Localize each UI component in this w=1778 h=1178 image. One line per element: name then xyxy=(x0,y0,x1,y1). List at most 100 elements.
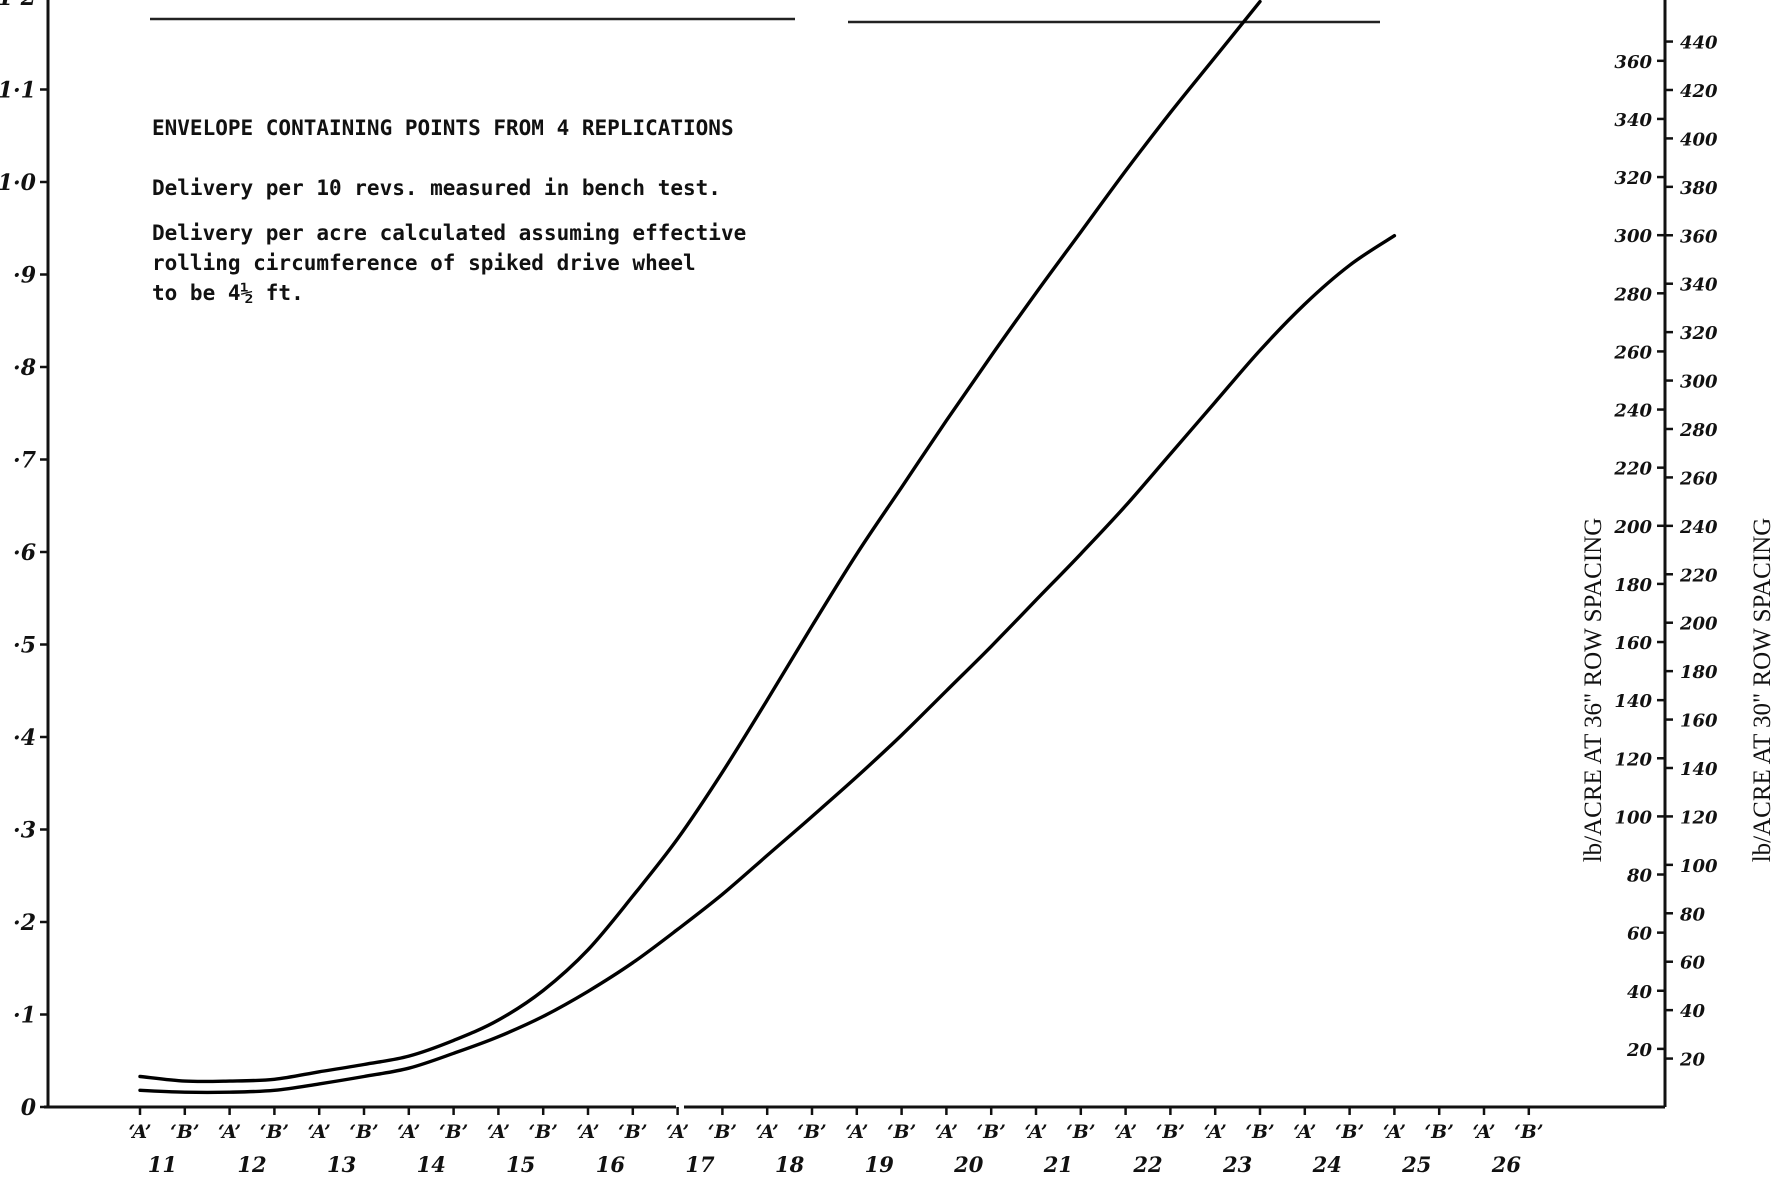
right-36-tick-label: 220 xyxy=(1613,459,1652,480)
right-30-tick-label: 80 xyxy=(1679,904,1706,925)
x-setting-label: 18 xyxy=(775,1152,805,1177)
right-36-tick-label: 260 xyxy=(1613,342,1652,363)
x-setting-label: 21 xyxy=(1043,1152,1073,1177)
x-setting-label: 26 xyxy=(1491,1152,1522,1177)
left-tick-label: 0 xyxy=(21,1095,37,1121)
x-position-label: ‘B’ xyxy=(618,1121,647,1143)
right-36-tick-label: 340 xyxy=(1614,110,1652,131)
right-36-tick-label: 120 xyxy=(1614,749,1652,770)
right-axis-30-ticks xyxy=(1665,40,1673,1060)
x-axis-ticks xyxy=(138,1107,1531,1115)
x-position-label: ‘A’ xyxy=(935,1121,958,1143)
x-position-label: ‘B’ xyxy=(439,1121,468,1143)
x-position-label: ‘A’ xyxy=(1472,1121,1495,1143)
x-position-label: ‘B’ xyxy=(529,1121,558,1143)
x-setting-label: 24 xyxy=(1312,1152,1342,1177)
note-acre-calc-2: rolling circumference of spiked drive wh… xyxy=(152,251,696,275)
x-setting-label: 14 xyxy=(417,1152,446,1177)
right-36-tick-label: 40 xyxy=(1627,982,1653,1003)
x-position-label: ‘A’ xyxy=(1383,1121,1406,1143)
right-30-tick-label: 440 xyxy=(1680,33,1718,54)
left-tick-label: ·7 xyxy=(13,448,37,474)
right-axis-36-ticks xyxy=(1657,59,1665,1051)
note-acre-calc-3: to be 4½ ft. xyxy=(152,281,304,305)
left-tick-label: ·4 xyxy=(13,725,36,751)
right-30-tick-label: 320 xyxy=(1680,323,1718,344)
x-position-label: ‘A’ xyxy=(756,1121,779,1143)
x-position-label: ‘A’ xyxy=(576,1121,599,1143)
x-position-label: ‘A’ xyxy=(1204,1121,1227,1143)
x-position-label: ‘A’ xyxy=(1114,1121,1137,1143)
left-tick-label: ·9 xyxy=(13,263,36,289)
right-36-tick-label: 360 xyxy=(1614,52,1652,73)
x-position-label: ‘A’ xyxy=(845,1121,868,1143)
x-position-label: ‘B’ xyxy=(1514,1121,1543,1143)
right-36-tick-label: 320 xyxy=(1614,168,1652,189)
upper-envelope-line xyxy=(138,0,1262,1084)
right-36-tick-label: 180 xyxy=(1614,575,1652,596)
right-36-tick-label: 240 xyxy=(1613,401,1652,422)
x-position-label: ‘A’ xyxy=(666,1121,689,1143)
x-position-label: ‘B’ xyxy=(170,1121,199,1143)
left-tick-label: ·8 xyxy=(13,355,36,381)
x-position-label: ‘A’ xyxy=(487,1121,510,1143)
right-axis-30-title: lb/ACRE AT 30" ROW SPACING xyxy=(1749,518,1776,863)
left-tick-label: 1·1 xyxy=(0,78,36,104)
right-36-tick-label: 140 xyxy=(1614,691,1652,712)
right-30-tick-label: 400 xyxy=(1680,129,1718,150)
x-position-label: ‘A’ xyxy=(308,1121,331,1143)
right-30-tick-label: 240 xyxy=(1679,517,1718,538)
x-position-label: ‘B’ xyxy=(1066,1121,1095,1143)
x-setting-label: 25 xyxy=(1401,1152,1431,1177)
x-position-label: ‘B’ xyxy=(260,1121,289,1143)
x-position-label: ‘B’ xyxy=(1245,1121,1274,1143)
x-position-label: ‘B’ xyxy=(708,1121,737,1143)
left-tick-label: 1·0 xyxy=(0,170,37,196)
left-tick-label: ·5 xyxy=(13,633,36,659)
x-setting-label: 15 xyxy=(506,1152,535,1177)
header-rules xyxy=(150,17,1380,24)
right-36-tick-label: 100 xyxy=(1614,807,1652,828)
right-axis-30-labels: 20 40 60 80 100 120 140 160 180 200 220 240 260 280 30… xyxy=(1679,33,1718,1071)
left-tick-label: ·3 xyxy=(13,818,36,844)
lower-envelope-line xyxy=(138,234,1397,1095)
left-axis-ticks xyxy=(40,88,48,1109)
right-36-tick-label: 60 xyxy=(1627,924,1653,945)
right-axis-36-title: lb/ACRE AT 36" ROW SPACING xyxy=(1580,518,1607,863)
right-30-tick-label: 380 xyxy=(1680,178,1718,199)
right-30-tick-label: 120 xyxy=(1680,807,1718,828)
x-position-labels: ‘A’ ‘B’ ‘A’ ‘B’ ‘A’ ‘B’ ‘A’ ‘B’ ‘A’ ‘B’ ‘A’ ‘B’ ‘A’ ‘… xyxy=(128,1121,1543,1143)
right-36-tick-label: 20 xyxy=(1626,1040,1653,1061)
x-position-label: ‘B’ xyxy=(977,1121,1006,1143)
right-30-tick-label: 340 xyxy=(1680,275,1718,296)
x-position-label: ‘A’ xyxy=(1024,1121,1047,1143)
x-position-label: ‘B’ xyxy=(349,1121,378,1143)
left-tick-label: ·6 xyxy=(13,540,36,566)
right-36-tick-label: 80 xyxy=(1626,866,1653,887)
right-36-tick-label: 280 xyxy=(1613,284,1652,305)
x-setting-label: 17 xyxy=(685,1152,715,1177)
envelope-curves xyxy=(138,0,1397,1095)
x-setting-label: 16 xyxy=(596,1152,626,1177)
right-36-tick-label: 160 xyxy=(1614,633,1652,654)
right-30-tick-label: 160 xyxy=(1680,711,1718,732)
x-position-label: ‘B’ xyxy=(1425,1121,1454,1143)
right-36-tick-label: 200 xyxy=(1613,517,1652,538)
right-30-tick-label: 300 xyxy=(1680,372,1718,393)
x-position-label: ‘A’ xyxy=(397,1121,420,1143)
x-setting-label: 20 xyxy=(953,1152,984,1177)
x-setting-label: 19 xyxy=(865,1152,895,1177)
note-bench-test: Delivery per 10 revs. measured in bench … xyxy=(152,176,721,200)
right-30-tick-label: 260 xyxy=(1679,468,1718,489)
right-30-tick-label: 360 xyxy=(1680,226,1718,247)
x-position-label: ‘B’ xyxy=(1335,1121,1364,1143)
right-30-tick-label: 100 xyxy=(1680,856,1718,877)
x-setting-label: 22 xyxy=(1132,1152,1162,1177)
x-position-label: ‘A’ xyxy=(218,1121,241,1143)
right-30-tick-label: 280 xyxy=(1679,420,1718,441)
x-position-label: ‘A’ xyxy=(128,1121,151,1143)
notes: ENVELOPE CONTAINING POINTS FROM 4 REPLIC… xyxy=(152,116,746,305)
right-30-tick-label: 220 xyxy=(1679,565,1718,586)
right-axis-36-labels: 20 40 60 80 100 120 140 160 180 200 220 240 260 280 30… xyxy=(1613,52,1652,1061)
